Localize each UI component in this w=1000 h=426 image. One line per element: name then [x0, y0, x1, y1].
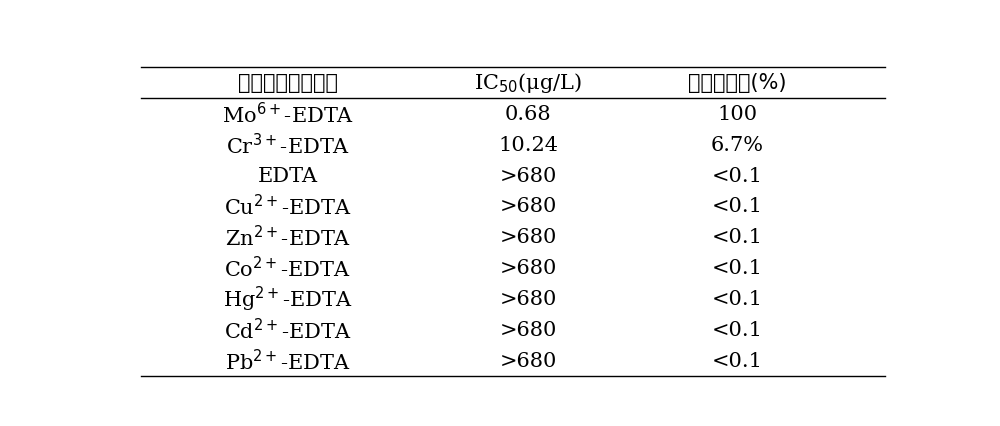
Text: 100: 100 [717, 105, 757, 124]
Text: >680: >680 [499, 320, 557, 339]
Text: Mo$^{6+}$-EDTA: Mo$^{6+}$-EDTA [222, 101, 354, 127]
Text: >680: >680 [499, 228, 557, 247]
Text: <0.1: <0.1 [712, 320, 763, 339]
Text: Co$^{2+}$-EDTA: Co$^{2+}$-EDTA [224, 256, 351, 281]
Text: >680: >680 [499, 197, 557, 216]
Text: 10.24: 10.24 [498, 135, 558, 154]
Text: Cd$^{2+}$-EDTA: Cd$^{2+}$-EDTA [224, 317, 352, 342]
Text: IC$_{50}$(μg/L): IC$_{50}$(μg/L) [474, 71, 582, 95]
Text: Hg$^{2+}$-EDTA: Hg$^{2+}$-EDTA [223, 284, 353, 314]
Text: >680: >680 [499, 289, 557, 308]
Text: Pb$^{2+}$-EDTA: Pb$^{2+}$-EDTA [225, 348, 351, 373]
Text: <0.1: <0.1 [712, 351, 763, 370]
Text: <0.1: <0.1 [712, 197, 763, 216]
Text: Cr$^{3+}$-EDTA: Cr$^{3+}$-EDTA [226, 132, 350, 158]
Text: <0.1: <0.1 [712, 166, 763, 185]
Text: 交叉反应率(%): 交叉反应率(%) [688, 73, 786, 93]
Text: 重金属离子螯合剂: 重金属离子螯合剂 [238, 73, 338, 93]
Text: >680: >680 [499, 259, 557, 278]
Text: <0.1: <0.1 [712, 228, 763, 247]
Text: Cu$^{2+}$-EDTA: Cu$^{2+}$-EDTA [224, 194, 352, 219]
Text: >680: >680 [499, 351, 557, 370]
Text: <0.1: <0.1 [712, 259, 763, 278]
Text: <0.1: <0.1 [712, 289, 763, 308]
Text: 0.68: 0.68 [505, 105, 551, 124]
Text: EDTA: EDTA [258, 166, 318, 185]
Text: 6.7%: 6.7% [711, 135, 764, 154]
Text: Zn$^{2+}$-EDTA: Zn$^{2+}$-EDTA [225, 225, 351, 250]
Text: >680: >680 [499, 166, 557, 185]
